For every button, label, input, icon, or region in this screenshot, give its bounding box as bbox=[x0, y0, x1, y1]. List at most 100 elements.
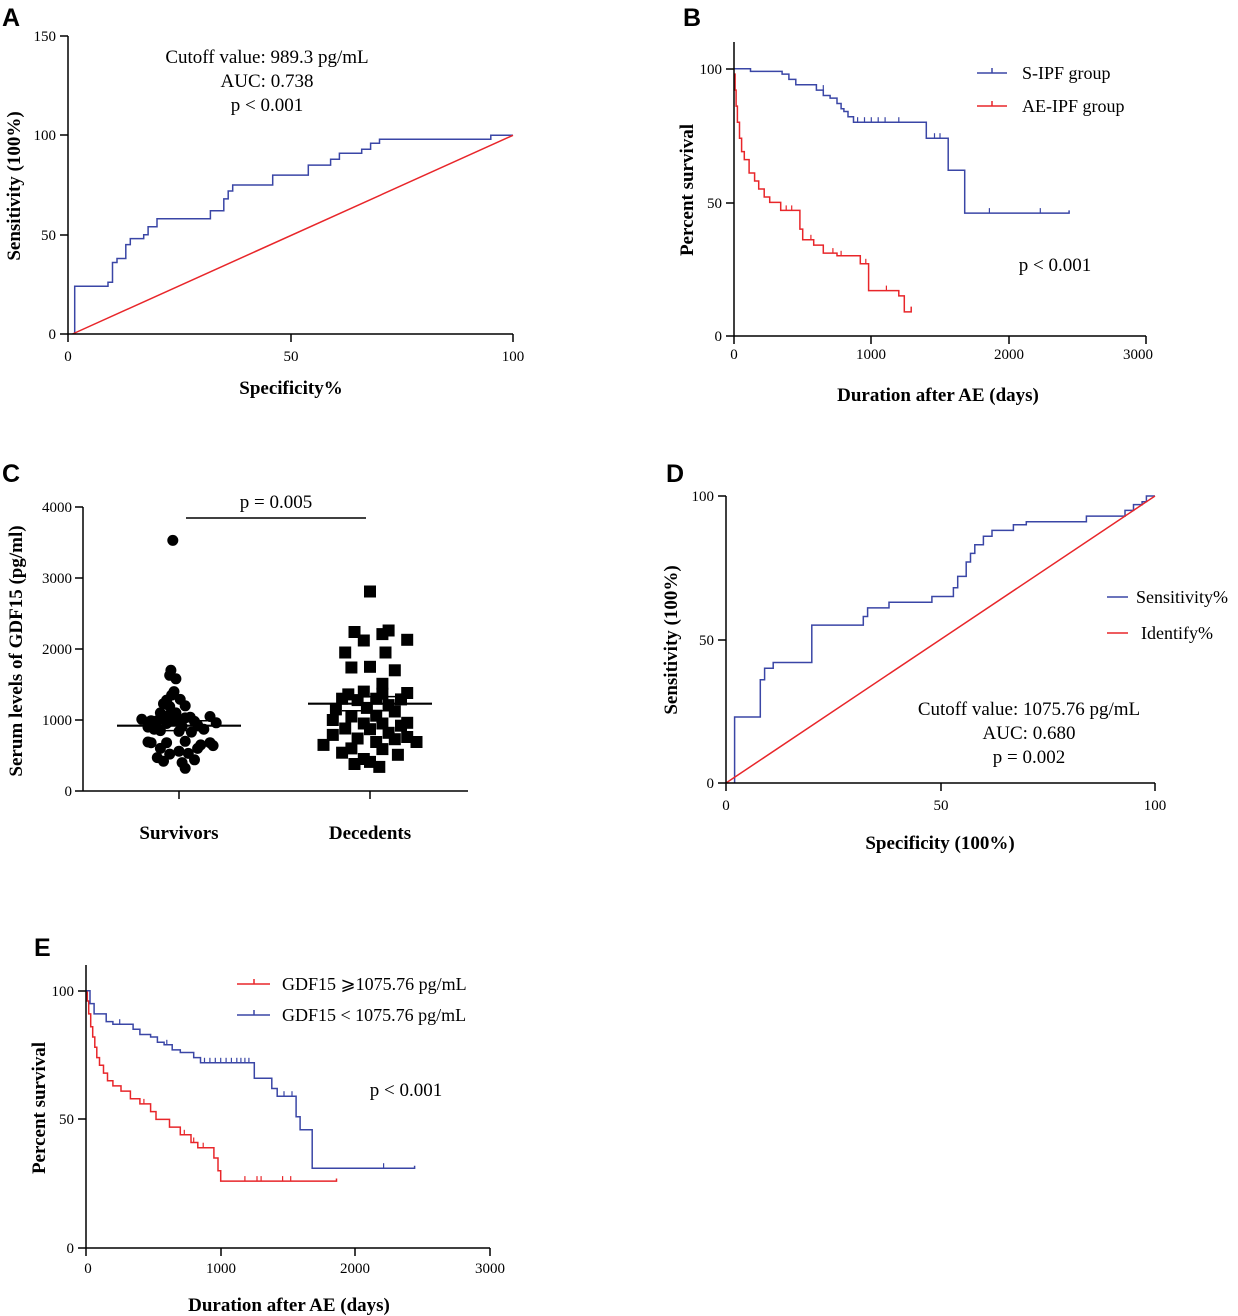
panel-b-ytick-0: 0 bbox=[715, 329, 723, 345]
panel-d-plot bbox=[725, 495, 1156, 784]
panel-d-auc: AUC: 0.680 bbox=[983, 723, 1076, 744]
panel-c-point-survivors-36 bbox=[145, 737, 157, 749]
panel-c-point-decedents-40 bbox=[317, 738, 330, 751]
panel-d-ytick-0: 0 bbox=[707, 776, 715, 792]
panel-letter-a: A bbox=[2, 4, 20, 32]
panel-c-ytick-0: 0 bbox=[65, 784, 73, 800]
panel-a-y-title: Sensitivity (100%) bbox=[4, 111, 25, 260]
panel-c-point-decedents-11 bbox=[376, 677, 389, 690]
panel-a-x-title: Specificity% bbox=[239, 378, 342, 399]
panel-c-point-survivors-17 bbox=[136, 713, 148, 725]
panel-c-point-survivors-9 bbox=[179, 700, 191, 712]
panel-d-legend: Sensitivity% Identify% bbox=[1107, 587, 1228, 643]
panel-c-point-decedents-42 bbox=[376, 743, 389, 756]
panel-c-point-survivors-48 bbox=[158, 755, 169, 767]
panel-c-point-decedents-36 bbox=[351, 732, 364, 745]
panel-e-x-title: Duration after AE (days) bbox=[188, 1295, 390, 1316]
panel-b-y-title: Percent survival bbox=[677, 124, 698, 256]
panel-c-point-decedents-46 bbox=[364, 755, 376, 768]
panel-letter-b: B bbox=[683, 4, 701, 32]
panel-c-point-decedents-10 bbox=[345, 661, 358, 674]
panel-c-point-survivors-41 bbox=[154, 742, 166, 754]
panel-c-point-decedents-35 bbox=[401, 731, 414, 743]
panel-letter-e: E bbox=[34, 934, 51, 962]
panel-c-point-decedents-0 bbox=[364, 585, 376, 598]
panel-e-plot bbox=[86, 989, 416, 1182]
panel-c-point-decedents-3 bbox=[376, 628, 389, 641]
panel-a-series-reference bbox=[72, 134, 514, 335]
panel-b-series-ae-ipf-group bbox=[734, 73, 912, 313]
panel-c-ytick-2000: 2000 bbox=[42, 642, 72, 658]
panel-c-point-decedents-48 bbox=[373, 760, 386, 773]
panel-b-legend-label-s-ipf: S-IPF group bbox=[1022, 63, 1111, 83]
panel-c-point-decedents-37 bbox=[388, 733, 401, 746]
panel-c-category-decedents: Decedents bbox=[329, 823, 411, 844]
panel-b-legend: S-IPF group AE-IPF group bbox=[977, 63, 1125, 116]
panel-b-series-s-ipf-group bbox=[734, 67, 1070, 214]
panel-a-ytick-150: 150 bbox=[34, 29, 57, 45]
panel-e-pvalue: p < 0.001 bbox=[370, 1080, 442, 1101]
panel-b-legend-label-ae-ipf: AE-IPF group bbox=[1022, 96, 1125, 116]
panel-b-plot bbox=[734, 67, 1070, 313]
panel-c-point-decedents-4 bbox=[357, 634, 370, 647]
panel-d-xtick-50: 50 bbox=[934, 798, 949, 814]
panel-e-xtick-0: 0 bbox=[84, 1261, 92, 1277]
panel-d-legend-label-identify: Identify% bbox=[1141, 623, 1213, 643]
panel-a-auc: AUC: 0.738 bbox=[221, 71, 314, 92]
panel-c-point-decedents-5 bbox=[401, 633, 414, 646]
panel-b-x-title: Duration after AE (days) bbox=[837, 385, 1039, 406]
panel-c-point-survivors-0 bbox=[167, 534, 179, 546]
panel-a-xtick-0: 0 bbox=[64, 349, 72, 365]
panel-e-ytick-0: 0 bbox=[67, 1241, 75, 1257]
panel-b: B 0 50 100 0 1000 2000 3000 Duration aft… bbox=[677, 4, 1153, 406]
panel-d-x-title: Specificity (100%) bbox=[865, 833, 1014, 854]
panel-a-ytick-100: 100 bbox=[34, 128, 57, 144]
panel-letter-c: C bbox=[2, 460, 20, 488]
panel-c-ytick-4000: 4000 bbox=[42, 500, 72, 516]
panel-e-ytick-100: 100 bbox=[52, 984, 75, 1000]
panel-a-xtick-100: 100 bbox=[502, 349, 525, 365]
panel-c-point-decedents-25 bbox=[345, 710, 358, 723]
panel-c-point-survivors-38 bbox=[179, 735, 191, 747]
panel-c-point-survivors-42 bbox=[192, 742, 204, 754]
panel-b-xtick-3000: 3000 bbox=[1123, 347, 1153, 363]
panel-c-y-title: Serum levels of GDF15 (pg/ml) bbox=[6, 525, 27, 776]
panel-c-point-survivors-50 bbox=[179, 762, 191, 774]
panel-c-point-survivors-47 bbox=[189, 754, 200, 766]
panel-e-xtick-2000: 2000 bbox=[340, 1261, 370, 1277]
panel-c-plot bbox=[117, 534, 432, 774]
panel-c-point-survivors-3 bbox=[170, 673, 182, 685]
panel-c-ytick-3000: 3000 bbox=[42, 571, 72, 587]
panel-c-point-decedents-26 bbox=[326, 714, 339, 726]
panel-d-pvalue: p = 0.002 bbox=[993, 747, 1065, 768]
panel-d-series-identify bbox=[725, 495, 1156, 784]
panel-d-cutoff: Cutoff value: 1075.76 pg/mL bbox=[918, 699, 1140, 720]
panel-a-plot bbox=[68, 134, 514, 335]
panel-c-category-survivors: Survivors bbox=[139, 823, 218, 844]
panel-d-series-sensitivity bbox=[733, 495, 1155, 783]
panel-e-xtick-3000: 3000 bbox=[475, 1261, 505, 1277]
panel-c-point-decedents-44 bbox=[391, 748, 404, 761]
panel-d-y-title: Sensitivity (100%) bbox=[661, 565, 682, 714]
panel-c-point-decedents-34 bbox=[326, 728, 339, 741]
panel-e-y-title: Percent survival bbox=[29, 1042, 50, 1174]
panel-d-xtick-100: 100 bbox=[1144, 798, 1167, 814]
panel-c-point-decedents-41 bbox=[345, 742, 358, 755]
panel-c-point-decedents-43 bbox=[336, 746, 349, 759]
panel-b-xtick-1000: 1000 bbox=[856, 347, 886, 363]
panel-a-xtick-50: 50 bbox=[284, 349, 299, 365]
panel-c-point-survivors-45 bbox=[164, 748, 176, 760]
panel-e-ytick-50: 50 bbox=[59, 1112, 74, 1128]
panel-b-ytick-50: 50 bbox=[707, 196, 722, 212]
panel-c-point-decedents-16 bbox=[336, 692, 349, 705]
panel-e-series-gdf15-1075-76-pg-ml bbox=[86, 989, 416, 1169]
panel-c-point-decedents-29 bbox=[376, 717, 389, 730]
panel-c-point-decedents-47 bbox=[348, 758, 361, 770]
panel-d-ytick-100: 100 bbox=[692, 489, 715, 505]
panel-a-series-roc bbox=[73, 134, 513, 334]
panel-b-pvalue: p < 0.001 bbox=[1019, 255, 1091, 276]
panel-c-point-decedents-22 bbox=[329, 703, 342, 716]
panel-a: A 0 50 100 150 0 50 100 Specificity% Sen… bbox=[2, 4, 524, 399]
panel-c-point-survivors-43 bbox=[173, 745, 185, 757]
